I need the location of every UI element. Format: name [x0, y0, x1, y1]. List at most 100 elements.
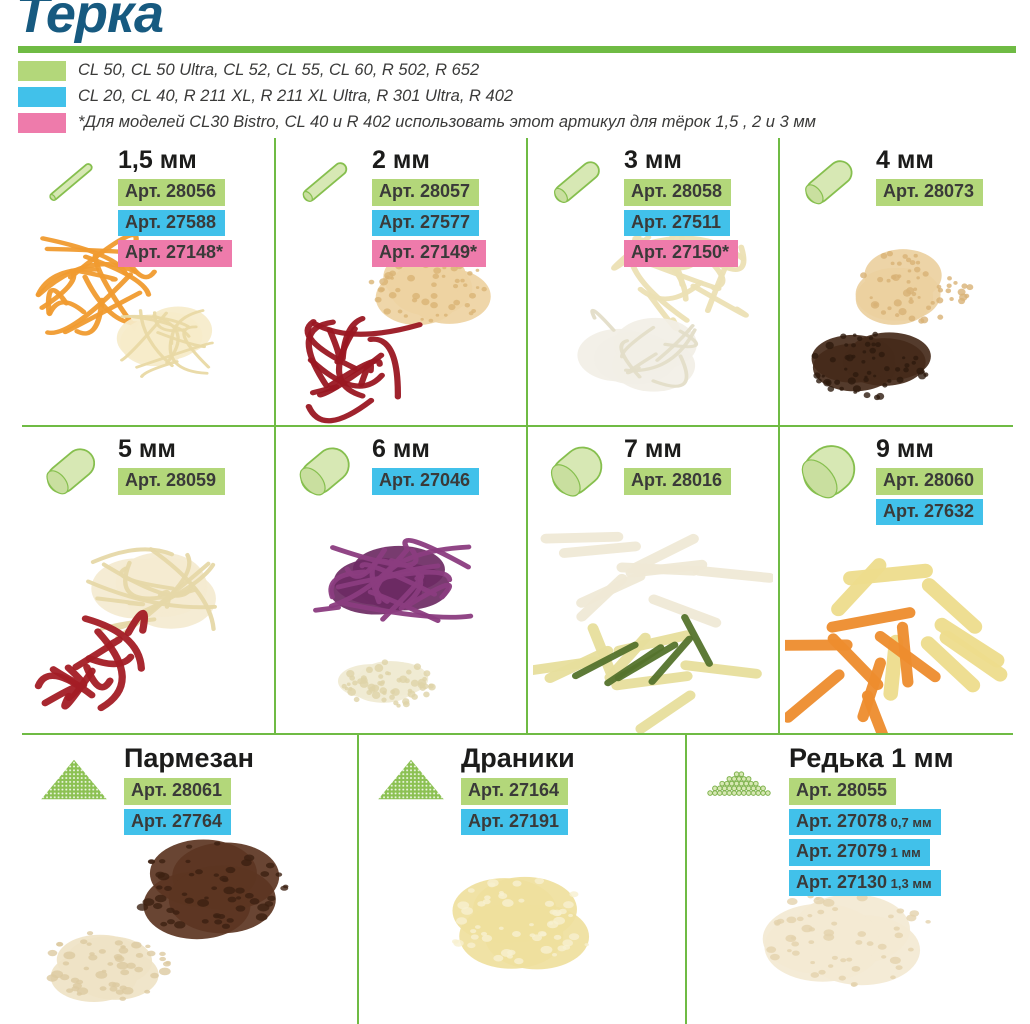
grater-cell: 2 мм Арт. 28057 Арт. 27577 Арт. 27149* [274, 138, 526, 425]
article-badge-green: Арт. 28058 [624, 179, 732, 206]
legend-swatch-blue [18, 86, 66, 107]
grater-cell: 3 мм Арт. 28058 Арт. 27511 Арт. 27150* [526, 138, 778, 425]
grating-triangle-icon [378, 759, 444, 800]
cell-photo [27, 515, 269, 733]
cell-info: 5 мм Арт. 28059 [110, 435, 226, 495]
cell-icon-box [286, 146, 364, 224]
food-photo [811, 249, 973, 401]
article-list: Арт. 28057 Арт. 27577 Арт. 27149* [372, 179, 487, 267]
grater-cell: Драники Арт. 27164 Арт. 27191 [357, 735, 685, 1024]
article-badge-green: Арт. 28073 [876, 179, 984, 206]
article-badge-green: Арт. 28057 [372, 179, 480, 206]
article-badge-blue: Арт. 27191 [461, 808, 569, 836]
cell-head: 7 мм Арт. 28016 [528, 427, 778, 513]
grating-triangle-icon [41, 759, 107, 800]
article-badge-blue: Арт. 27588 [118, 209, 226, 237]
article-number: Арт. 27191 [468, 810, 560, 831]
cell-info: Пармезан Арт. 28061 Арт. 27764 [116, 743, 254, 836]
food-photo [34, 547, 217, 712]
cell-head: 2 мм Арт. 28057 Арт. 27577 Арт. 27149* [276, 138, 526, 267]
article-number: Арт. 28016 [631, 470, 723, 490]
grid-row: 1,5 мм Арт. 28056 Арт. 27588 Арт. 27148* 2 … [22, 138, 1013, 425]
ball-pyramid-icon [707, 771, 771, 796]
article-number: Арт. 28057 [379, 181, 471, 201]
cell-icon-box [32, 435, 110, 513]
cell-icon-box [790, 435, 868, 513]
legend-label: CL 20, CL 40, R 211 XL, R 211 XL Ultra, … [78, 87, 514, 105]
cell-icon-box [286, 435, 364, 513]
article-badge-pink: Арт. 27150* [624, 240, 739, 267]
cell-photo [281, 226, 521, 425]
food-photo [313, 538, 474, 708]
cell-head: 9 мм Арт. 28060 Арт. 27632 [780, 427, 1013, 526]
article-badge-blue: Арт. 27577 [372, 209, 480, 237]
legend-item: CL 50, CL 50 Ultra, CL 52, CL 55, CL 60,… [18, 60, 816, 81]
article-list: Арт. 28061 Арт. 27764 [124, 778, 254, 836]
food-photo [762, 885, 931, 987]
article-badge-pink: Арт. 27148* [118, 240, 233, 267]
article-number: Арт. 27588 [125, 211, 217, 232]
cell-size-title: Пармезан [124, 743, 254, 773]
article-badge-blue: Арт. 27764 [124, 808, 232, 836]
article-list: Арт. 27046 [372, 468, 480, 495]
cell-size-title: 6 мм [372, 435, 430, 463]
rod-icon [302, 162, 348, 202]
article-badge-blue: Арт. 27130 1,3 мм [789, 869, 941, 897]
article-list: Арт. 28016 [624, 468, 732, 495]
article-number: Арт. 27046 [379, 470, 471, 490]
cell-icon-box [538, 435, 616, 513]
cell-icon-box [790, 146, 868, 224]
article-badge-pink: Арт. 27149* [372, 240, 487, 267]
cell-head: Пармезан Арт. 28061 Арт. 27764 [22, 735, 357, 836]
food-photo [35, 232, 214, 378]
article-list: Арт. 27164 Арт. 27191 [461, 778, 575, 836]
cell-photo [27, 226, 269, 425]
cell-photo [281, 515, 521, 733]
cell-head: Редька 1 мм Арт. 28055 Арт. 27078 0,7 мм Ар… [687, 735, 1013, 897]
cell-size-title: Драники [461, 743, 575, 773]
cell-size-title: Редька 1 мм [789, 743, 954, 773]
cell-icon-box [369, 743, 453, 805]
article-number: Арт. 27511 [631, 211, 722, 232]
article-badge-blue: Арт. 27511 [624, 209, 731, 237]
cell-info: 9 мм Арт. 28060 Арт. 27632 [868, 435, 984, 526]
grater-cell: Редька 1 мм Арт. 28055 Арт. 27078 0,7 мм Ар… [685, 735, 1013, 1024]
grater-cell: Пармезан Арт. 28061 Арт. 27764 [22, 735, 357, 1024]
article-badge-blue: Арт. 27078 0,7 мм [789, 808, 941, 836]
article-badge-blue: Арт. 27046 [372, 468, 480, 495]
article-list: Арт. 28056 Арт. 27588 Арт. 27148* [118, 179, 233, 267]
cell-size-title: 3 мм [624, 146, 682, 174]
article-number: Арт. 27577 [379, 211, 471, 232]
cell-photo [533, 515, 773, 733]
article-number: Арт. 27079 [796, 841, 888, 862]
rod-icon [801, 445, 856, 499]
grater-grid: 1,5 мм Арт. 28056 Арт. 27588 Арт. 27148* 2 … [22, 138, 1013, 1024]
cell-size-title: 2 мм [372, 146, 430, 174]
article-number: Арт. 27632 [883, 500, 975, 521]
cell-info: Редька 1 мм Арт. 28055 Арт. 27078 0,7 мм Ар… [781, 743, 954, 897]
grater-cell: 4 мм Арт. 28073 [778, 138, 1013, 425]
article-number: Арт. 28055 [796, 780, 888, 800]
article-number: Арт. 28073 [883, 181, 975, 201]
cell-head: Драники Арт. 27164 Арт. 27191 [359, 735, 685, 836]
cell-head: 3 мм Арт. 28058 Арт. 27511 Арт. 27150* [528, 138, 778, 267]
article-number: Арт. 28059 [125, 470, 217, 490]
cell-size-title: 7 мм [624, 435, 682, 463]
article-list: Арт. 28059 [118, 468, 226, 495]
article-number: Арт. 28056 [125, 181, 217, 201]
rod-icon [299, 447, 350, 496]
article-badge-green: Арт. 28016 [624, 468, 732, 495]
article-badge-green: Арт. 28059 [118, 468, 226, 495]
cell-icon-box [697, 743, 781, 805]
rod-icon [550, 446, 603, 497]
title-rule [18, 46, 1016, 53]
cell-size-title: 9 мм [876, 435, 934, 463]
rod-icon [554, 161, 600, 203]
rod-icon [49, 163, 93, 201]
grater-cell: 1,5 мм Арт. 28056 Арт. 27588 Арт. 27148* [22, 138, 274, 425]
cell-info: 2 мм Арт. 28057 Арт. 27577 Арт. 27149* [364, 146, 487, 267]
grater-cell: 5 мм Арт. 28059 [22, 427, 274, 733]
grater-cell: 9 мм Арт. 28060 Арт. 27632 [778, 427, 1013, 733]
cell-icon-box [32, 146, 110, 224]
cell-size-title: 1,5 мм [118, 146, 197, 174]
